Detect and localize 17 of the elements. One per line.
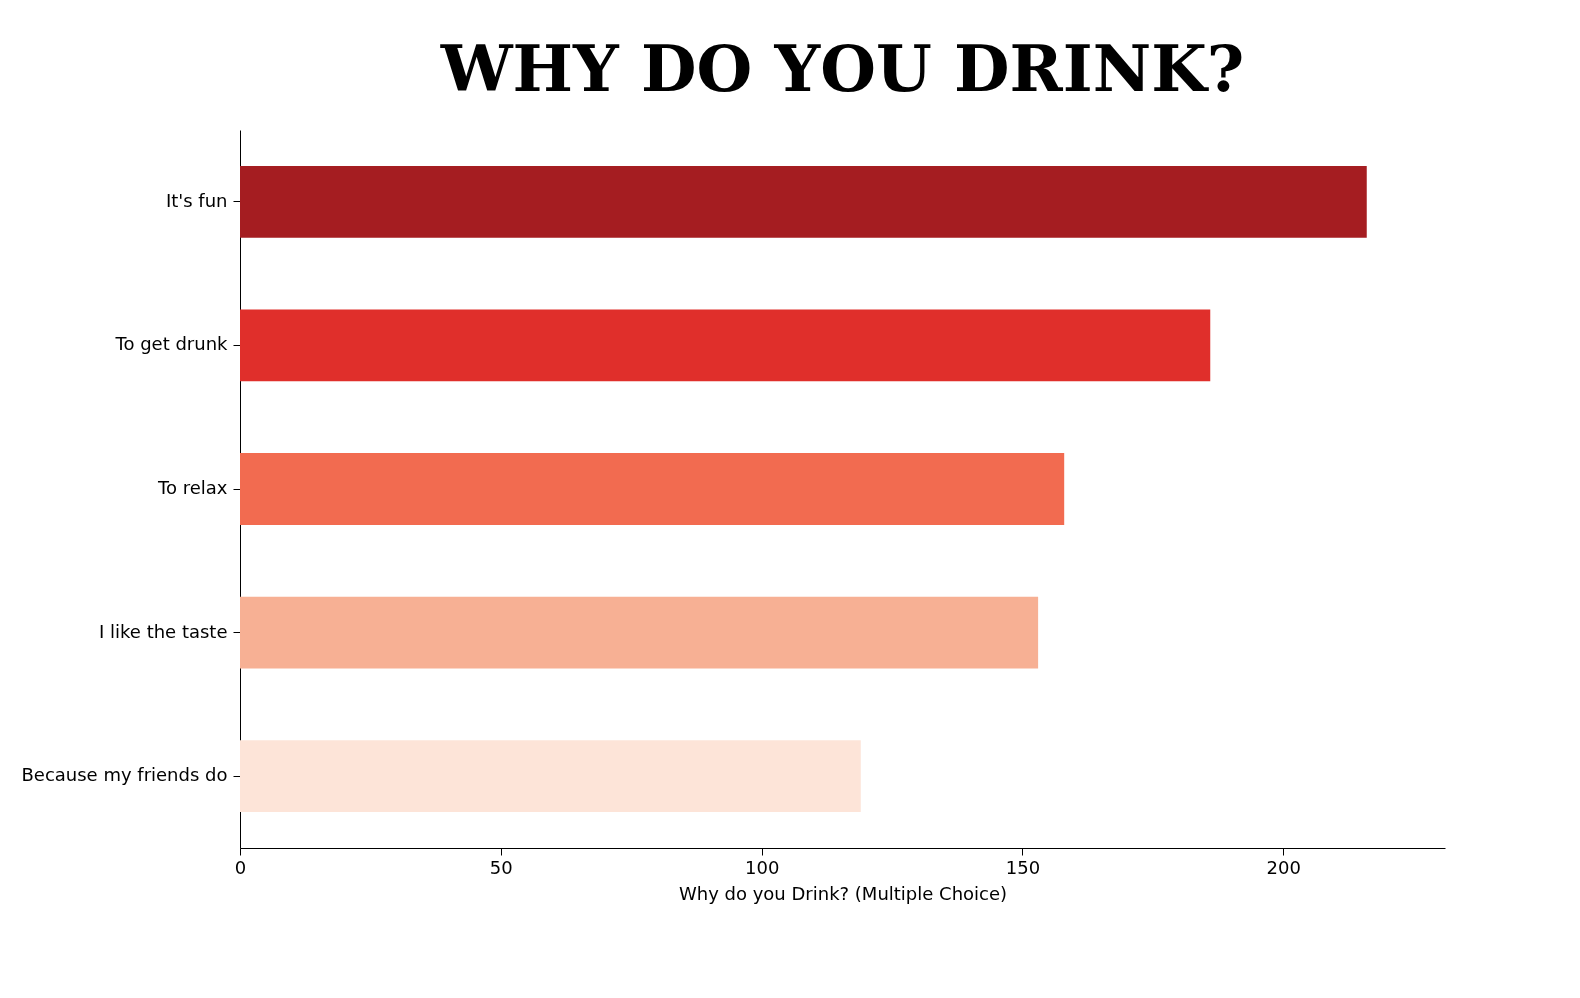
chart-title: WHY DO YOU DRINK? xyxy=(439,31,1245,106)
bar xyxy=(240,596,1039,669)
y-tick-label: To relax xyxy=(157,477,228,498)
bar xyxy=(240,309,1211,382)
y-tick-label: To get drunk xyxy=(114,333,229,355)
x-tick-label: 200 xyxy=(1266,856,1301,878)
x-tick-label: 100 xyxy=(744,856,780,878)
y-tick-label: Because my friends do xyxy=(21,764,228,786)
x-tick-label: 0 xyxy=(234,856,247,878)
x-tick-label: 50 xyxy=(489,856,513,878)
y-tick-label: I like the taste xyxy=(99,620,228,642)
x-tick-label: 150 xyxy=(1005,856,1041,878)
y-tick-label: It's fun xyxy=(165,189,228,211)
x-axis-title: Why do you Drink? (Multiple Choice) xyxy=(678,882,1008,904)
bar xyxy=(240,453,1065,525)
bar xyxy=(240,165,1367,238)
bar xyxy=(240,740,861,813)
